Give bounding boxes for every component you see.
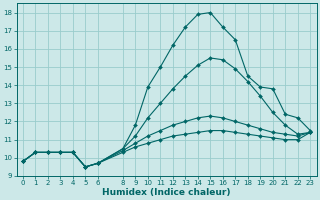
X-axis label: Humidex (Indice chaleur): Humidex (Indice chaleur): [102, 188, 231, 197]
